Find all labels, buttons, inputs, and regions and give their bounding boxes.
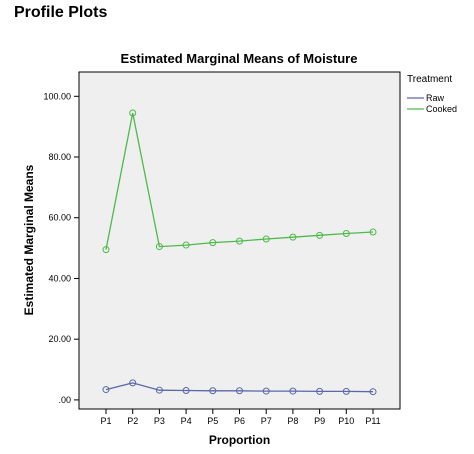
data-point-raw (316, 387, 324, 395)
x-tick-label: P3 (154, 416, 165, 426)
data-point-cooked (182, 241, 190, 249)
y-tick-label: 100.00 (43, 91, 71, 101)
data-point-cooked (129, 109, 137, 117)
series-layer (102, 109, 377, 396)
chart-title: Estimated Marginal Means of Moisture (120, 51, 358, 66)
x-tick-label: P2 (127, 416, 138, 426)
data-point-raw (129, 379, 137, 387)
data-point-raw (342, 387, 350, 395)
series-line-cooked (105, 112, 374, 250)
x-tick-label: P11 (365, 416, 380, 426)
data-point-cooked (316, 231, 324, 239)
x-tick-label: P6 (234, 416, 245, 426)
data-point-raw (155, 386, 163, 394)
data-point-cooked (209, 239, 217, 247)
x-tick-label: P9 (314, 416, 325, 426)
x-tick-label: P10 (338, 416, 354, 426)
data-point-raw (209, 387, 217, 395)
x-tick-label: P7 (261, 416, 272, 426)
data-point-raw (369, 388, 377, 396)
series-line-raw (105, 382, 374, 393)
y-axis-title: Estimated Marginal Means (22, 164, 36, 315)
data-point-raw (236, 387, 243, 395)
y-tick-label: 20.00 (48, 334, 71, 344)
data-point-cooked (369, 228, 377, 236)
y-tick-label: .00 (58, 395, 71, 405)
page-heading: Profile Plots (14, 4, 108, 21)
y-axis: .00 20.00 40.00 60.00 80.00 100.00 (43, 91, 79, 405)
x-tick-label: P4 (181, 416, 192, 426)
data-point-raw (102, 386, 110, 394)
x-tick-label: P8 (287, 416, 298, 426)
legend-label-raw: Raw (426, 93, 445, 103)
legend-title: Treatment (407, 74, 452, 85)
data-point-cooked (289, 233, 297, 241)
data-point-raw (182, 386, 190, 394)
data-point-cooked (102, 246, 110, 254)
data-point-cooked (262, 235, 270, 243)
y-tick-label: 40.00 (48, 273, 71, 283)
data-point-raw (289, 387, 297, 395)
data-point-raw (262, 387, 270, 395)
x-axis: P1 P2 P3 P4 P5 P6 P7 P8 P9 P10 P11 (100, 409, 381, 426)
y-tick-label: 80.00 (48, 152, 71, 162)
x-tick-label: P1 (100, 416, 111, 426)
x-tick-label: P5 (207, 416, 218, 426)
y-tick-label: 60.00 (48, 213, 71, 223)
legend-label-cooked: Cooked (426, 104, 457, 114)
data-point-cooked (236, 237, 243, 245)
data-point-cooked (342, 230, 350, 238)
data-point-cooked (155, 243, 163, 251)
x-axis-title: Proportion (209, 433, 270, 447)
